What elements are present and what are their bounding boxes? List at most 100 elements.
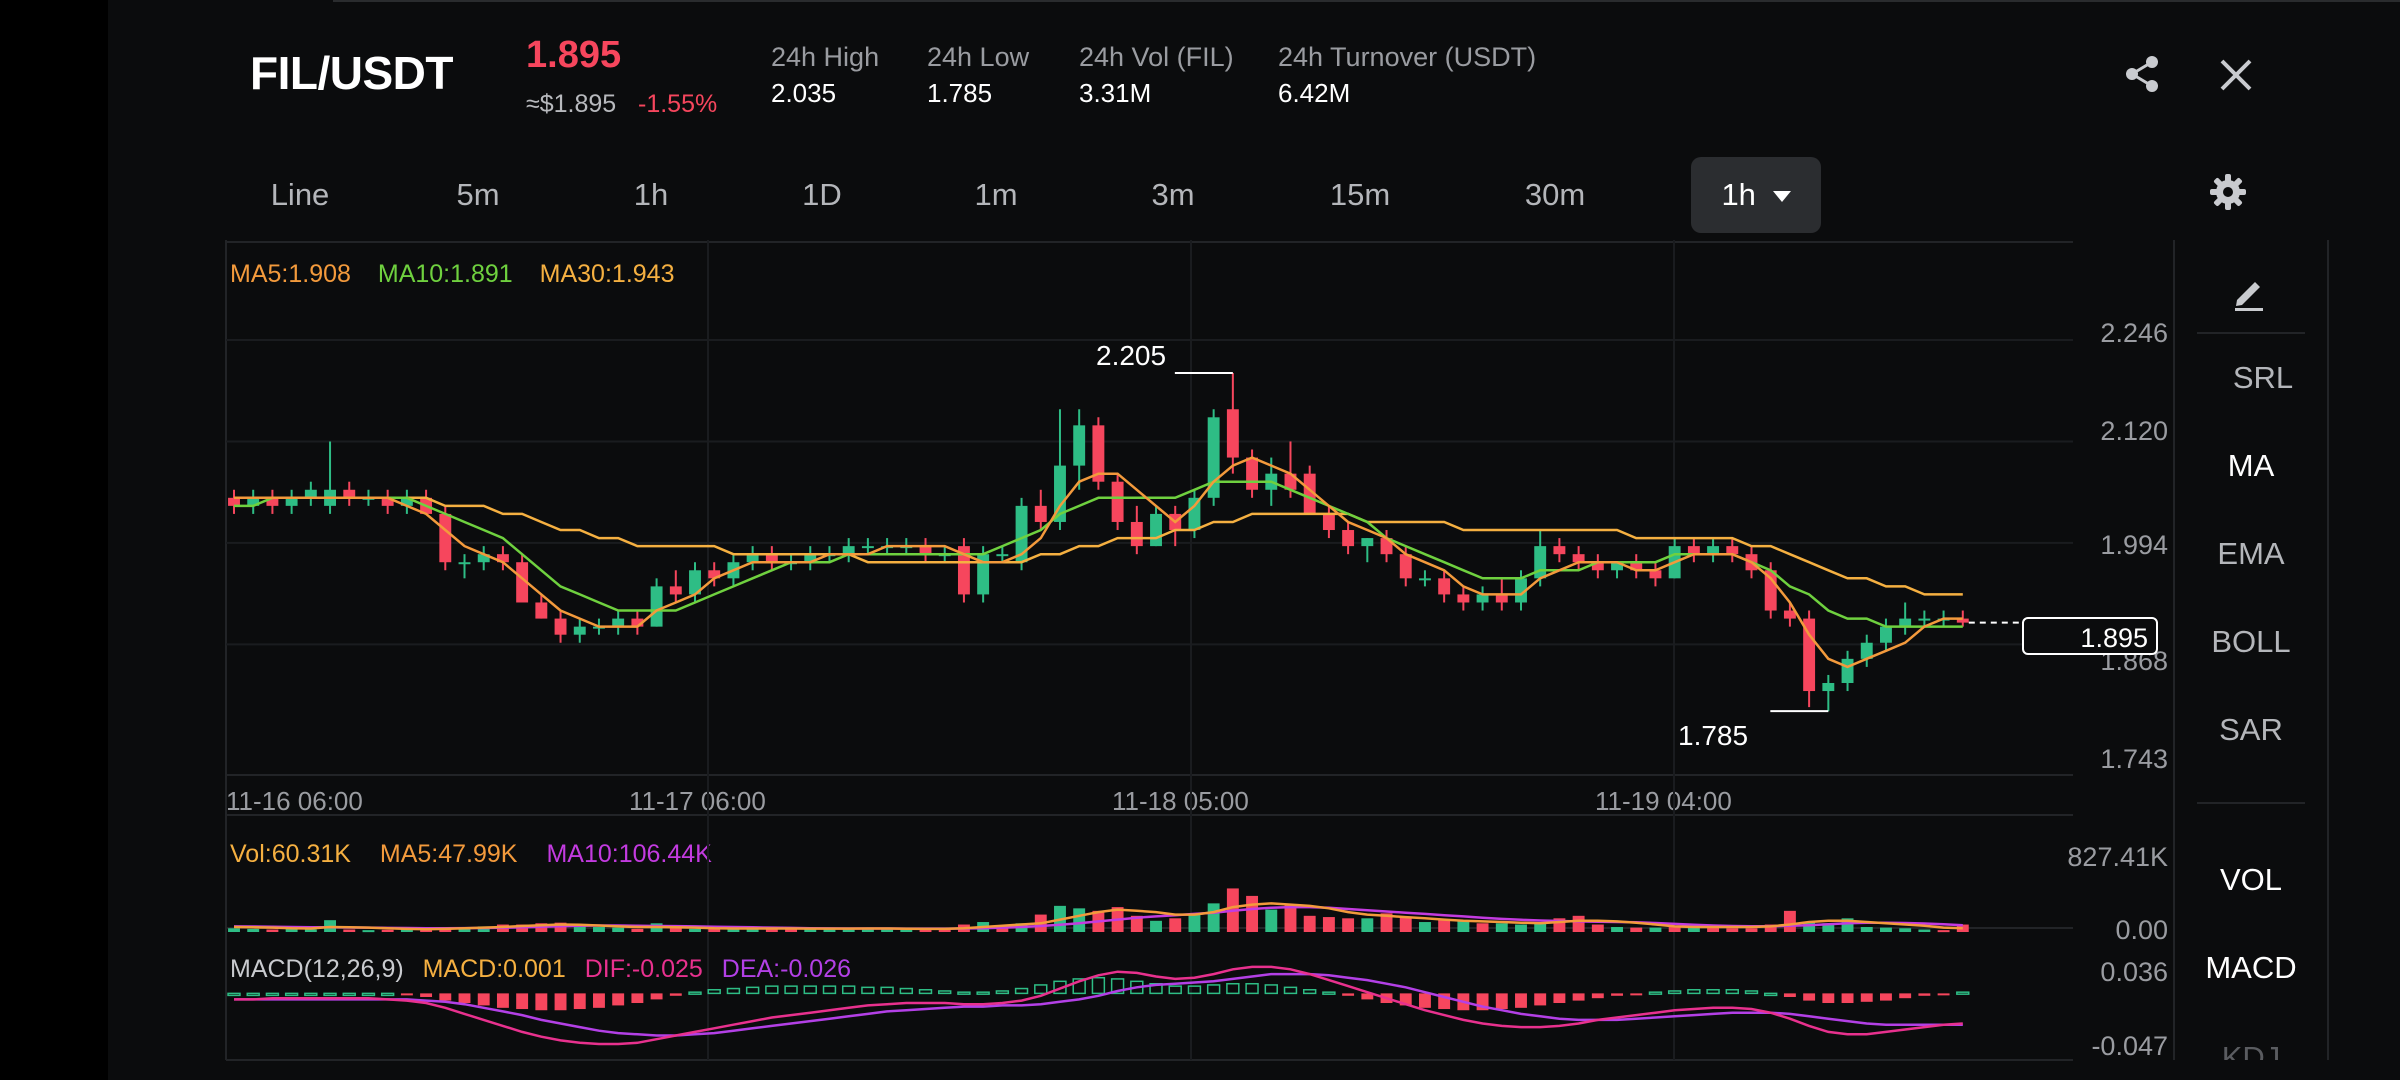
- vol-y-tick: 827.41K: [2067, 842, 2168, 872]
- macd-hist-bar: [918, 989, 933, 995]
- candle-body: [1591, 562, 1604, 571]
- volume-bar: [1188, 913, 1201, 932]
- candle-body: [1630, 562, 1643, 571]
- macd-hist-bar: [1091, 976, 1106, 995]
- macd-hist-bar: [1553, 993, 1566, 1004]
- macd-hist-bar: [1937, 993, 1950, 996]
- candle-body: [1342, 530, 1355, 547]
- macd-hist-bar: [976, 991, 990, 995]
- last-price: 1.895: [526, 34, 622, 76]
- candle-body: [381, 497, 394, 506]
- volume-bar: [1668, 927, 1681, 932]
- candle-body: [1150, 513, 1162, 547]
- macd-hist-bar: [1572, 993, 1585, 1001]
- candle-body: [1553, 546, 1566, 555]
- macd-hist-bar: [880, 986, 894, 995]
- vol-ma5-line: [233, 902, 1963, 931]
- volume-bar: [900, 928, 913, 932]
- volume-bar: [1418, 922, 1431, 932]
- volume-bar: [1534, 923, 1547, 932]
- indicator-macd[interactable]: MACD: [2205, 950, 2297, 985]
- macd-hist-bar: [1725, 989, 1739, 995]
- macd-hist-bar: [361, 992, 376, 997]
- candle-body: [1322, 513, 1335, 531]
- candle-body: [1303, 473, 1316, 514]
- tab-15m[interactable]: 15m: [1329, 177, 1391, 212]
- volume-bar: [1591, 924, 1604, 932]
- indicator-boll[interactable]: BOLL: [2211, 624, 2291, 659]
- indicator-kdj[interactable]: KDJ: [2221, 1040, 2281, 1060]
- macd-hist-bar: [1515, 993, 1527, 1008]
- macd-hist-bar: [246, 992, 260, 997]
- candle-body: [1880, 626, 1892, 643]
- macd-hist-bar: [822, 985, 837, 995]
- volume-bar: [1399, 917, 1412, 932]
- macd-params: MACD(12,26,9): [230, 955, 404, 983]
- volume-bar: [919, 929, 932, 932]
- candle-body: [919, 546, 932, 555]
- stat-high-label: 24h High: [771, 42, 880, 72]
- interval-dropdown[interactable]: 1h: [1691, 157, 1821, 233]
- share-button[interactable]: [2120, 52, 2164, 96]
- macd-y-tick: -0.047: [2091, 1031, 2168, 1061]
- tab-5m[interactable]: 5m: [456, 177, 500, 212]
- candle-body: [1015, 505, 1028, 563]
- macd-hist-bar: [707, 989, 721, 995]
- macd-hist-bar: [516, 993, 529, 1010]
- macd-hist-bar: [265, 992, 280, 997]
- indicator-srl[interactable]: SRL: [2232, 360, 2294, 395]
- tab-line[interactable]: Line: [270, 177, 330, 212]
- volume-bar: [1342, 918, 1355, 932]
- volume-bar: [1937, 930, 1950, 933]
- volume-bar: [1150, 920, 1162, 932]
- macd-hist-bar: [612, 993, 625, 1006]
- indicator-sar[interactable]: SAR: [2219, 712, 2283, 747]
- volume-bar: [343, 929, 356, 932]
- volume-bar: [1515, 924, 1527, 932]
- macd-hist-bar: [1880, 993, 1892, 1001]
- macd-hist-bar: [1342, 993, 1355, 996]
- tab-1h-quick[interactable]: 1h: [633, 177, 669, 212]
- volume-bar: [996, 927, 1009, 932]
- volume-bar: [1630, 927, 1643, 932]
- candle-body: [1515, 578, 1527, 603]
- ma30-line: [234, 496, 1963, 596]
- indicator-vol[interactable]: VOL: [2219, 862, 2283, 897]
- candle-body: [1918, 618, 1931, 621]
- macd-hist-bar: [803, 985, 817, 995]
- close-button[interactable]: [2216, 55, 2256, 95]
- candle-body: [957, 546, 970, 595]
- macd-hist-bar: [573, 993, 586, 1010]
- x-tick: 11-17 06:00: [629, 786, 766, 816]
- volume-bar: [381, 929, 394, 932]
- macd-y-tick: 0.036: [2100, 957, 2168, 987]
- tab-3m[interactable]: 3m: [1151, 177, 1195, 212]
- indicator-ema[interactable]: EMA: [2217, 536, 2285, 571]
- tab-1m[interactable]: 1m: [974, 177, 1018, 212]
- candle-body: [612, 618, 625, 627]
- volume-bar: [247, 928, 260, 932]
- macd-legend: MACD(12,26,9) MACD:0.001 DIF:-0.025 DEA:…: [230, 955, 851, 984]
- macd-hist-bar: [1187, 985, 1202, 995]
- candle-body: [1073, 425, 1086, 466]
- ma10-legend: MA10:1.891: [377, 260, 513, 288]
- candle-body: [1611, 562, 1623, 571]
- draw-tool-button[interactable]: [2227, 270, 2271, 314]
- chart-settings-button[interactable]: [2208, 172, 2248, 212]
- volume-bar: [1611, 927, 1623, 932]
- candle-body: [861, 546, 874, 549]
- tab-1d[interactable]: 1D: [802, 177, 842, 212]
- indicator-ma[interactable]: MA: [2227, 448, 2275, 483]
- tab-30m[interactable]: 30m: [1524, 177, 1586, 212]
- volume-bar: [708, 928, 721, 932]
- kline-chart[interactable]: [108, 240, 2178, 1070]
- volume-bar: [1322, 917, 1335, 932]
- candle-body: [1956, 618, 1969, 623]
- stat-turnover-label: 24h Turnover (USDT): [1278, 42, 1537, 72]
- volume-bar: [1918, 929, 1931, 932]
- volume-bar: [1073, 908, 1086, 932]
- stat-low-label: 24h Low: [927, 42, 1030, 72]
- candle-body: [1687, 546, 1700, 555]
- candle-body: [477, 554, 490, 563]
- volume-bar: [1822, 923, 1835, 932]
